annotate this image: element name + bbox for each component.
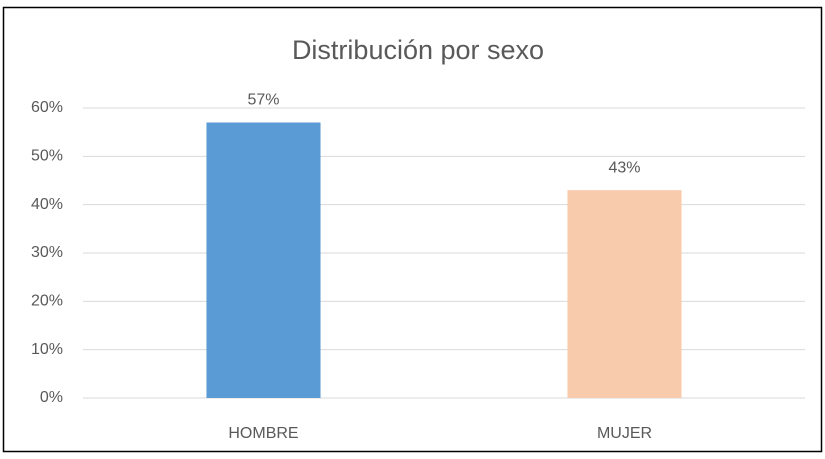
chart-title: Distribución por sexo bbox=[292, 35, 544, 65]
y-tick-label: 10% bbox=[31, 341, 63, 358]
bar bbox=[567, 190, 682, 398]
y-tick-label: 60% bbox=[31, 99, 63, 116]
x-tick-label: HOMBRE bbox=[228, 425, 298, 442]
y-tick-label: 20% bbox=[31, 293, 63, 310]
x-tick-label: MUJER bbox=[597, 425, 652, 442]
chart-border bbox=[2, 6, 823, 453]
y-tick-label: 50% bbox=[31, 148, 63, 165]
data-label: 43% bbox=[608, 159, 640, 176]
data-label: 57% bbox=[247, 92, 279, 109]
y-tick-label: 40% bbox=[31, 196, 63, 213]
y-tick-label: 0% bbox=[40, 389, 63, 406]
y-tick-label: 30% bbox=[31, 244, 63, 261]
bar bbox=[206, 122, 321, 398]
